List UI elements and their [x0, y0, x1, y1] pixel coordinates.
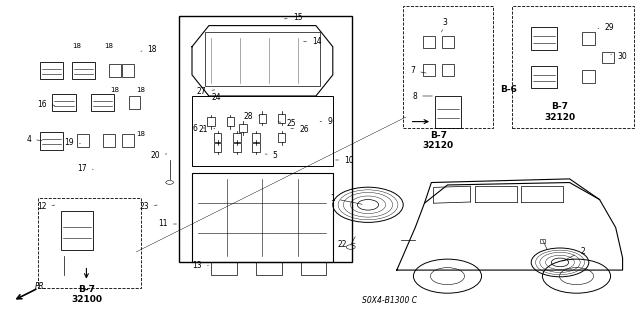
Bar: [233, 143, 241, 152]
Bar: [192, 96, 333, 166]
Text: 27: 27: [196, 87, 215, 96]
Bar: [40, 132, 63, 149]
Bar: [207, 117, 215, 126]
Bar: [278, 133, 285, 142]
Bar: [40, 61, 63, 79]
Bar: [423, 36, 435, 48]
Bar: [61, 211, 93, 250]
Bar: [233, 133, 241, 142]
Text: 18: 18: [136, 132, 145, 137]
Bar: [252, 133, 260, 142]
Bar: [72, 61, 95, 79]
Bar: [259, 114, 266, 123]
Bar: [214, 133, 221, 142]
Bar: [442, 64, 454, 76]
Bar: [109, 64, 121, 77]
Text: 8: 8: [412, 92, 433, 100]
Text: 18: 18: [136, 87, 145, 92]
Text: 2: 2: [563, 247, 585, 261]
Text: S0X4-B1300 C: S0X4-B1300 C: [362, 296, 417, 305]
Text: B-6: B-6: [500, 85, 517, 94]
Bar: [103, 134, 115, 147]
Bar: [582, 70, 595, 83]
Text: 18: 18: [111, 87, 120, 92]
Bar: [442, 36, 454, 48]
Text: B-7
32100: B-7 32100: [71, 285, 102, 304]
Bar: [602, 52, 614, 63]
Bar: [435, 96, 461, 128]
Text: B-7
32120: B-7 32120: [423, 131, 454, 150]
Text: 5: 5: [265, 151, 278, 160]
Text: 21: 21: [199, 125, 215, 134]
Text: 24: 24: [211, 93, 228, 102]
Bar: [531, 27, 557, 50]
Text: 29: 29: [598, 23, 614, 32]
Text: 4: 4: [26, 135, 42, 144]
Text: 13: 13: [192, 261, 209, 270]
Text: 23: 23: [139, 202, 157, 211]
Text: 16: 16: [36, 100, 55, 108]
Text: 10: 10: [335, 156, 354, 164]
Text: 18: 18: [141, 45, 157, 54]
Bar: [91, 93, 114, 111]
Text: 20: 20: [150, 151, 167, 160]
Bar: [129, 96, 140, 109]
Text: 18: 18: [72, 44, 81, 49]
Bar: [301, 262, 326, 275]
Bar: [77, 134, 89, 147]
Bar: [211, 262, 237, 275]
Text: 25: 25: [278, 119, 296, 128]
Bar: [179, 16, 352, 262]
Text: 28: 28: [244, 112, 260, 121]
Text: 18: 18: [104, 44, 113, 49]
Bar: [403, 6, 493, 128]
Bar: [512, 6, 634, 128]
Bar: [239, 124, 247, 132]
Text: 9: 9: [320, 117, 332, 126]
Text: 17: 17: [77, 164, 93, 172]
Bar: [531, 66, 557, 88]
Bar: [278, 114, 285, 123]
Text: FR.: FR.: [35, 282, 47, 291]
Bar: [423, 64, 435, 76]
Text: 30: 30: [611, 52, 627, 60]
Bar: [227, 117, 234, 126]
Text: 7: 7: [410, 66, 426, 75]
Text: 11: 11: [159, 220, 177, 228]
Text: B-7
32120: B-7 32120: [545, 102, 575, 122]
Bar: [52, 93, 76, 111]
Bar: [122, 134, 134, 147]
Bar: [192, 173, 333, 262]
Bar: [540, 239, 545, 243]
Bar: [252, 143, 260, 152]
Text: 26: 26: [291, 125, 309, 134]
Bar: [582, 32, 595, 45]
Text: 15: 15: [284, 13, 303, 22]
Bar: [214, 143, 221, 152]
Bar: [205, 32, 320, 86]
Bar: [122, 64, 134, 77]
Text: 1: 1: [330, 194, 362, 204]
Text: 12: 12: [37, 202, 55, 211]
Bar: [38, 198, 141, 288]
Text: 19: 19: [64, 138, 81, 147]
Text: 14: 14: [303, 37, 322, 46]
Text: 22: 22: [338, 240, 355, 249]
Text: 6: 6: [193, 124, 205, 132]
Text: 3: 3: [442, 18, 447, 32]
Bar: [256, 262, 282, 275]
